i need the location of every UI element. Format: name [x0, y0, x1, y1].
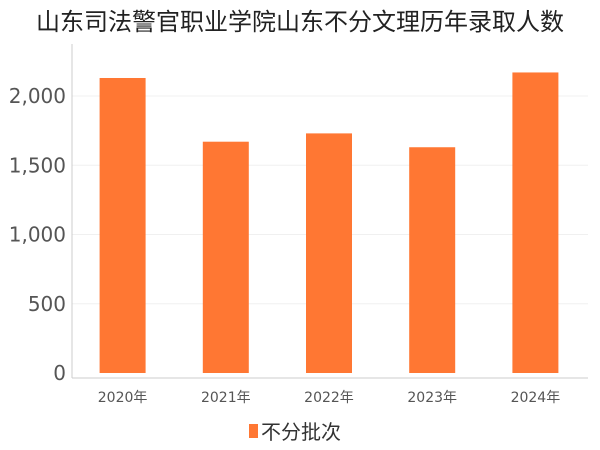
chart-title: 山东司法警官职业学院山东不分文理历年录取人数 — [36, 8, 564, 36]
bar-2023年[interactable] — [409, 147, 456, 373]
legend-swatch — [249, 424, 258, 438]
x-axis-ticks: 2020年 2021年 2022年 2023年 2024年 — [98, 390, 560, 406]
x-tick-label: 2023年 — [407, 390, 457, 406]
bar-2020年[interactable] — [99, 77, 146, 374]
bar-2024年[interactable] — [512, 72, 559, 373]
y-tick-label: 0 — [53, 361, 66, 385]
x-tick-label: 2020年 — [98, 390, 148, 406]
x-tick-label: 2022年 — [304, 390, 354, 406]
y-tick-label: 1,500 — [9, 153, 66, 177]
y-tick-label: 1,000 — [9, 223, 66, 247]
y-tick-label: 2,000 — [9, 84, 66, 108]
x-tick-label: 2024年 — [511, 390, 561, 406]
bars — [99, 72, 559, 374]
legend-label: 不分批次 — [261, 420, 341, 444]
y-axis-ticks: 0 500 1,000 1,500 2,000 — [9, 84, 66, 385]
bar-2022年[interactable] — [306, 133, 352, 373]
x-tick-label: 2021年 — [201, 390, 251, 406]
bar-2021年[interactable] — [202, 141, 249, 373]
y-tick-label: 500 — [28, 292, 66, 316]
legend[interactable]: 不分批次 — [249, 420, 341, 444]
